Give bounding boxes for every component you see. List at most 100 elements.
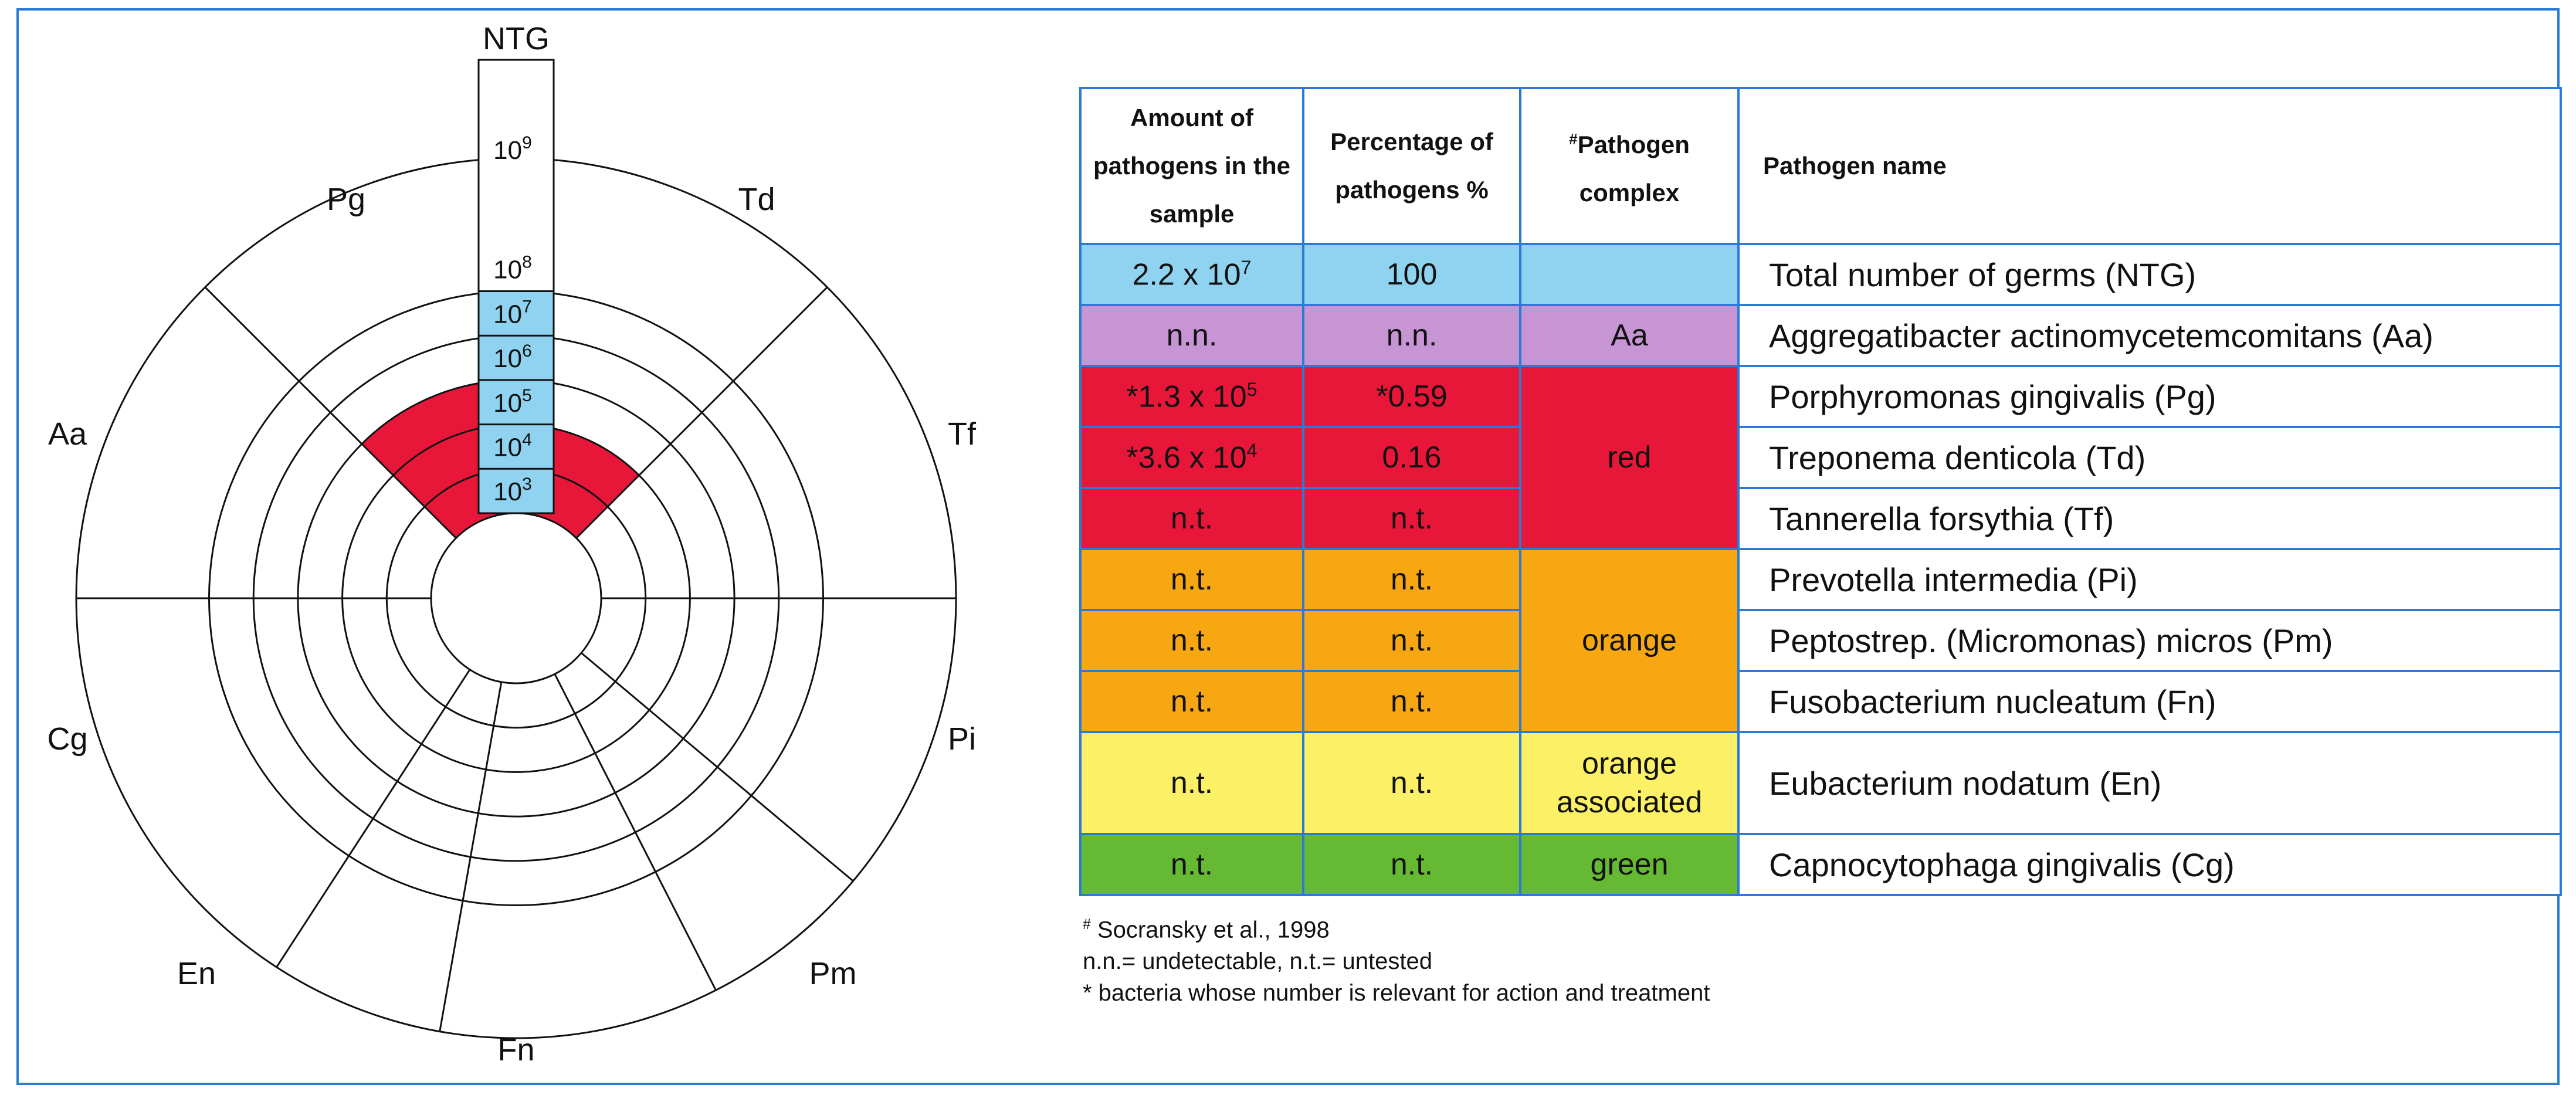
header-complex: #Pathogen complex	[1519, 87, 1740, 245]
cell-amount: n.t.	[1079, 487, 1304, 550]
amount-base: n.t.	[1170, 684, 1214, 718]
cell-percentage: 0.16	[1302, 426, 1521, 489]
cell-pathogen-name: Total number of germs (NTG)	[1737, 243, 2562, 306]
header-name: Pathogen name	[1737, 87, 2562, 245]
table-row: *3.6 x 104 0.16 Treponema denticola (Td)	[1079, 426, 2562, 489]
sector-fill-pg	[361, 379, 516, 538]
cell-pathogen-name: Tannerella forsythia (Tf)	[1737, 487, 2562, 550]
amount-base: n.n.	[1166, 318, 1218, 352]
cell-percentage: n.t.	[1302, 487, 1521, 550]
note-reference: # Socransky et al., 1998	[1083, 909, 1710, 945]
table-row: n.t. n.t. orange associated Eubacterium nod…	[1079, 731, 2562, 835]
cell-amount: *3.6 x 104	[1079, 426, 1304, 489]
sector-divider	[439, 682, 503, 1032]
pathogen-table: Amount of pathogens in the sample Percen…	[1079, 87, 2562, 896]
table-body: 2.2 x 107 100 Total number of germs (NTG) n…	[1079, 243, 2562, 896]
cell-pathogen-name: Porphyromonas gingivalis (Pg)	[1737, 365, 2562, 428]
sector-label-aa: Aa	[48, 416, 87, 452]
sector-label-en: En	[177, 956, 216, 991]
note-reference-text: Socransky et al., 1998	[1090, 917, 1330, 943]
ring-scale-label: 105	[493, 386, 532, 418]
sector-label-fn: Fn	[497, 1032, 534, 1067]
ring-scale-exponent: 6	[522, 341, 532, 361]
note-reference-mark: #	[1083, 917, 1091, 933]
cell-amount: n.n.	[1079, 304, 1304, 367]
amount-base: n.t.	[1170, 562, 1214, 596]
amount-base: *1.3 x 10	[1126, 379, 1247, 414]
table-row: 2.2 x 107 100 Total number of germs (NTG)	[1079, 243, 2562, 306]
note-abbreviations: n.n.= undetectable, n.t.= untested	[1083, 948, 1433, 975]
cell-amount: n.t.	[1079, 670, 1304, 733]
cell-complex: red	[1519, 365, 1740, 550]
ring-scale-exponent: 9	[522, 133, 532, 152]
table-row: *1.3 x 105 *0.59 red Porphyromonas gingival…	[1079, 365, 2562, 550]
sector-label-pg: Pg	[327, 182, 365, 217]
ring-scale-exponent: 5	[522, 386, 532, 405]
header-amount: Amount of pathogens in the sample	[1079, 87, 1304, 245]
amount-exponent: 4	[1246, 439, 1258, 461]
sector-divider	[276, 669, 471, 968]
cell-pathogen-name: Capnocytophaga gingivalis (Cg)	[1737, 833, 2562, 896]
cell-complex: orange	[1519, 548, 1740, 733]
table-row: n.t. n.t. orange Prevotella intermedia (Pi)	[1079, 548, 2562, 733]
amount-base: n.t.	[1170, 501, 1214, 535]
cell-amount: n.t.	[1079, 731, 1304, 835]
cell-pathogen-name: Treponema denticola (Td)	[1737, 426, 2562, 489]
table-row: n.t. n.t. Fusobacterium nucleatum (Fn)	[1079, 670, 2562, 733]
footnotes: # Socransky et al., 1998 n.n.= undetecta…	[1083, 909, 1710, 1009]
sector-divider	[204, 286, 457, 539]
cell-pathogen-name: Peptostrep. (Micromonas) micros (Pm)	[1737, 609, 2562, 672]
cell-percentage: n.n.	[1302, 304, 1521, 367]
ntg-label: NTG	[483, 21, 550, 56]
pathogen-table-wrapper: Amount of pathogens in the sample Percen…	[1079, 87, 2562, 896]
amount-exponent: 7	[1240, 256, 1252, 278]
ring-circle	[430, 512, 602, 684]
header-complex-mark: #	[1569, 130, 1578, 148]
cell-pathogen-name: Fusobacterium nucleatum (Fn)	[1737, 670, 2562, 733]
cell-amount: n.t.	[1079, 833, 1304, 896]
cell-percentage: 100	[1302, 243, 1521, 306]
cell-percentage: n.t.	[1302, 670, 1521, 733]
cell-percentage: n.t.	[1302, 833, 1521, 896]
table-header-row: Amount of pathogens in the sample Percen…	[1079, 87, 2562, 245]
cell-complex: green	[1519, 833, 1740, 896]
cell-pathogen-name: Prevotella intermedia (Pi)	[1737, 548, 2562, 611]
ring-scale-exponent: 3	[522, 474, 532, 494]
cell-complex	[1519, 243, 1740, 306]
amount-base: n.t.	[1170, 848, 1214, 882]
table-row: n.t. n.t. Tannerella forsythia (Tf)	[1079, 487, 2562, 550]
cell-pathogen-name: Aggregatibacter actinomycetemcomitans (A…	[1737, 304, 2562, 367]
header-percentage: Percentage of pathogens %	[1302, 87, 1521, 245]
table-row: n.t. n.t. green Capnocytophaga gingivalis (…	[1079, 833, 2562, 896]
sector-divider	[581, 652, 854, 882]
cell-percentage: n.t.	[1302, 731, 1521, 835]
cell-amount: 2.2 x 107	[1079, 243, 1304, 306]
cell-complex: orange associated	[1519, 731, 1740, 835]
sector-label-pi: Pi	[948, 721, 976, 757]
sector-label-tf: Tf	[948, 416, 977, 452]
note-star: * bacteria whose number is relevant for …	[1083, 980, 1710, 1006]
amount-base: n.t.	[1170, 766, 1214, 800]
sector-label-cg: Cg	[47, 721, 87, 757]
cell-complex: Aa	[1519, 304, 1740, 367]
cell-amount: *1.3 x 105	[1079, 365, 1304, 428]
sector-label-pm: Pm	[809, 956, 857, 991]
ring-scale-exponent: 8	[522, 253, 532, 272]
amount-base: *3.6 x 10	[1126, 440, 1247, 475]
cell-percentage: n.t.	[1302, 609, 1521, 672]
cell-percentage: *0.59	[1302, 365, 1521, 428]
cell-amount: n.t.	[1079, 609, 1304, 672]
sector-divider	[575, 286, 828, 539]
amount-base: n.t.	[1170, 623, 1214, 657]
table-row: n.t. n.t. Peptostrep. (Micromonas) micros …	[1079, 609, 2562, 672]
header-complex-label: Pathogen complex	[1577, 131, 1690, 206]
ring-scale-exponent: 4	[522, 430, 532, 449]
sector-label-td: Td	[738, 182, 775, 217]
cell-pathogen-name: Eubacterium nodatum (En)	[1737, 731, 2562, 835]
sector-divider	[554, 673, 717, 991]
ntg-bar-fill	[479, 291, 554, 513]
ring-scale-exponent: 7	[522, 297, 532, 316]
amount-base: 2.2 x 10	[1132, 257, 1241, 292]
cell-amount: n.t.	[1079, 548, 1304, 611]
